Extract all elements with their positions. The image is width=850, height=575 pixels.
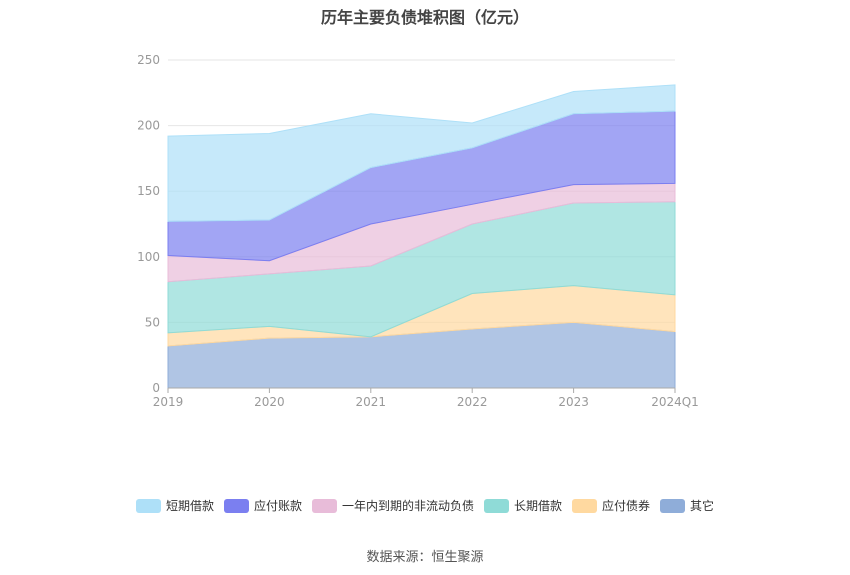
legend-label: 一年内到期的非流动负债	[341, 499, 474, 513]
stacked-area-chart: 0 50 100 150 200 250 2019 2020 2021 2022 2023 2024Q…	[137, 53, 699, 409]
legend-label: 短期借款	[165, 499, 214, 513]
x-tick-label: 2019	[153, 395, 184, 409]
legend-swatch	[660, 498, 686, 513]
x-tick-label: 2023	[558, 395, 589, 409]
x-tick-label: 2020	[254, 395, 285, 409]
x-tick-label: 2021	[356, 395, 387, 409]
chart-legend: 短期借款 应付账款 一年内到期的非流动负债 长期借款 应付债券 其它	[0, 497, 850, 514]
legend-item[interactable]: 短期借款	[135, 497, 214, 514]
legend-item[interactable]: 长期借款	[484, 497, 562, 514]
legend-label: 应付账款	[253, 499, 302, 513]
legend-label: 长期借款	[514, 499, 563, 513]
y-tick-label: 100	[137, 250, 160, 264]
y-tick-label: 50	[145, 315, 160, 329]
legend-swatch	[135, 498, 161, 513]
legend-item[interactable]: 应付账款	[223, 497, 302, 514]
legend-swatch	[484, 498, 509, 513]
area-series-5	[167, 84, 676, 222]
x-tick-label: 2024Q1	[651, 395, 699, 409]
x-tick-label: 2022	[457, 395, 488, 409]
y-tick-label: 250	[137, 53, 160, 67]
legend-item[interactable]: 应付债券	[572, 497, 650, 514]
y-tick-label: 0	[152, 381, 160, 395]
legend-item[interactable]: 其它	[660, 497, 714, 514]
y-tick-label: 200	[137, 119, 160, 133]
chart-title: 历年主要负债堆积图（亿元）	[320, 8, 529, 27]
legend-swatch	[311, 498, 337, 513]
legend-label: 应付债券	[602, 499, 651, 513]
y-tick-label: 150	[137, 184, 160, 198]
legend-swatch	[572, 498, 598, 513]
legend-swatch	[223, 498, 249, 513]
legend-item[interactable]: 一年内到期的非流动负债	[311, 497, 474, 514]
legend-label: 其它	[690, 499, 715, 513]
data-source: 数据来源：恒生聚源	[366, 550, 484, 565]
